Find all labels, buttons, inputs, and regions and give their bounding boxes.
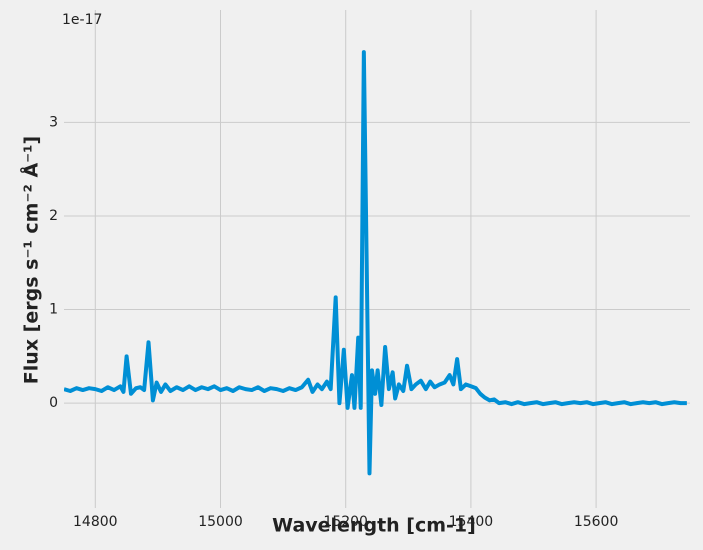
x-tick-label: 14800 (73, 514, 118, 530)
x-axis-label: Wavelength [cm-1] (272, 515, 476, 537)
y-tick-label: 2 (49, 208, 58, 224)
x-tick-label: 15400 (449, 514, 494, 530)
x-tick-label: 15200 (323, 514, 368, 530)
x-tick-label: 15000 (198, 514, 243, 530)
x-tick-label: 15600 (574, 514, 619, 530)
y-axis-label: Flux [ergs s⁻¹ cm⁻² Å⁻¹] (19, 136, 43, 384)
y-tick-label: 3 (49, 114, 58, 130)
y-tick-label: 1 (49, 302, 58, 318)
data-line (64, 50, 687, 476)
grid (64, 10, 690, 508)
offset-label: 1e-17 (62, 12, 102, 28)
y-tick-label: 0 (49, 395, 58, 411)
